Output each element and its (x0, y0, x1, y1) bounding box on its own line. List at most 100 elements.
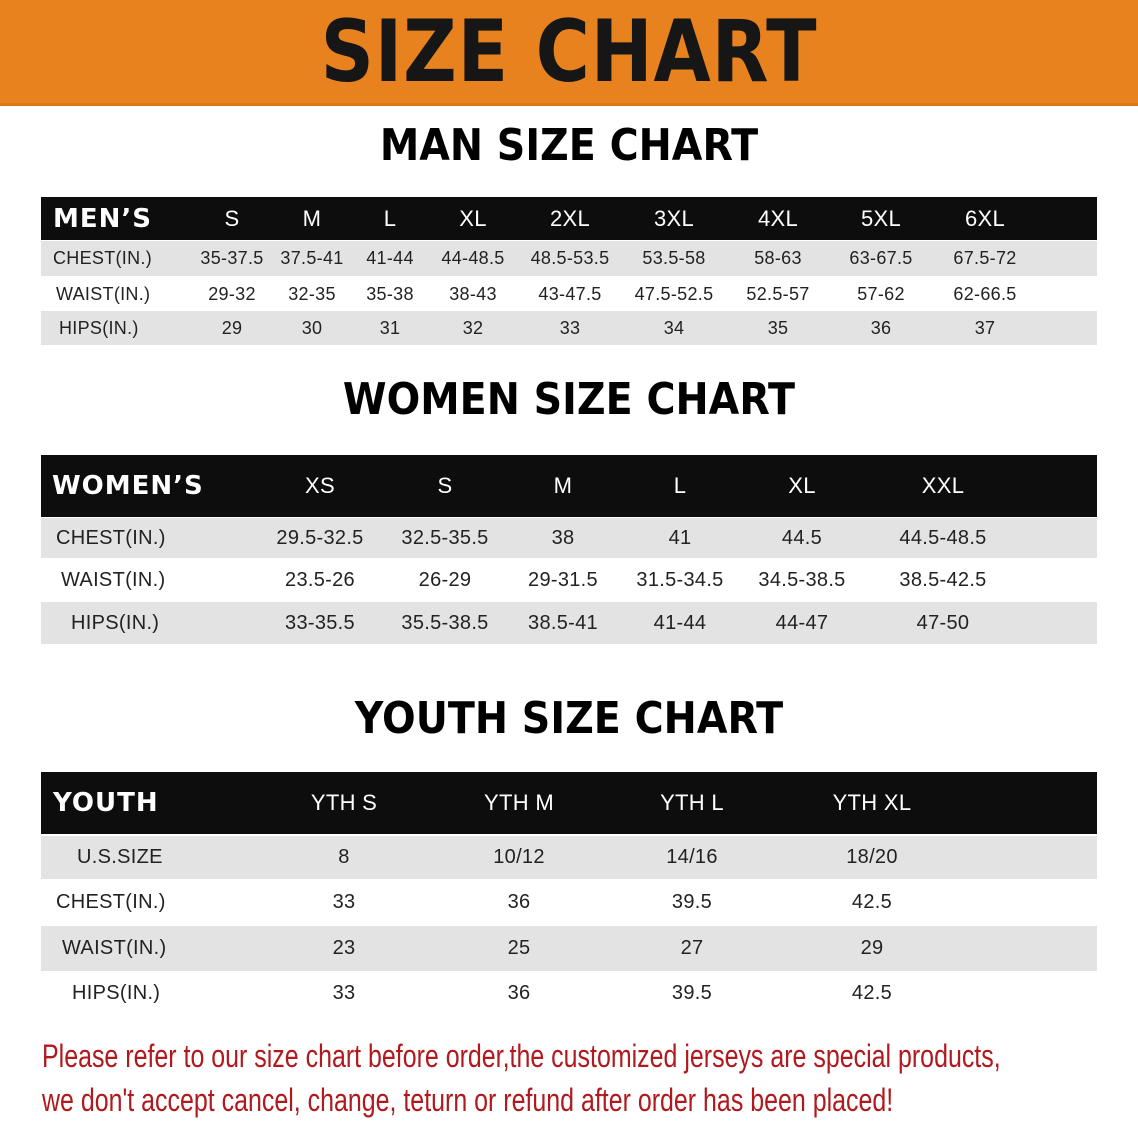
table-cell: 44-47 (775, 611, 829, 634)
size-header: 4XL (757, 205, 799, 231)
table-cell: 58-63 (754, 248, 802, 268)
table-row: CHEST(IN.) 33 36 39.5 42.5 (41, 880, 1097, 925)
table-cell: 42.5 (851, 891, 893, 913)
table-cell: 38-43 (449, 283, 497, 304)
youth-header-row: YOUTH YTH S YTH M YTH L YTH XL (41, 772, 1097, 834)
size-header: M (553, 473, 573, 498)
table-cell: 25 (507, 937, 531, 959)
size-header: L (673, 473, 687, 498)
row-label: U.S.SIZE (77, 846, 163, 868)
table-cell: 37.5-41 (280, 248, 344, 268)
table-cell: 34 (663, 317, 685, 338)
women-size-table: WOMEN’S XS S M L XL XXL CHEST(IN.) 29.5-32.5 32.5… (41, 455, 1097, 644)
size-header: M (302, 205, 322, 231)
table-cell: 34.5-38.5 (758, 568, 846, 591)
table-cell: 47-50 (916, 611, 970, 634)
youth-header-label: YOUTH (53, 788, 159, 818)
table-cell: 29-32 (208, 283, 256, 304)
title-banner: SIZE CHART (0, 0, 1138, 106)
table-row: WAIST(IN.) 23 25 27 29 (41, 926, 1097, 971)
table-cell: 32-35 (288, 283, 336, 304)
size-header: YTH M (484, 790, 554, 815)
table-cell: 67.5-72 (953, 248, 1017, 268)
table-cell: 39.5 (671, 891, 713, 913)
youth-size-table: YOUTH YTH S YTH M YTH L YTH XL U.S.SIZE 8 10/12… (41, 772, 1097, 1016)
table-row: WAIST(IN.) 29-32 32-35 35-38 38-43 43-47.5 47.… (41, 277, 1097, 311)
size-header: XL (459, 205, 487, 231)
table-cell: 36 (870, 317, 892, 338)
table-row: HIPS(IN.) 33-35.5 35.5-38.5 38.5-41 41-44 44-… (41, 602, 1097, 644)
table-cell: 29 (221, 317, 243, 338)
size-header: 6XL (964, 205, 1006, 231)
table-cell: 8 (338, 846, 350, 868)
table-cell: 43-47.5 (538, 283, 602, 304)
row-label: HIPS(IN.) (71, 611, 160, 634)
table-cell: 32 (462, 317, 484, 338)
row-label: CHEST(IN.) (56, 891, 166, 913)
size-header: YTH L (660, 790, 724, 815)
size-header: XL (788, 473, 816, 498)
table-cell: 41-44 (366, 248, 414, 268)
size-header: 2XL (549, 205, 591, 231)
size-header: YTH S (310, 790, 378, 815)
table-cell: 29 (860, 937, 884, 959)
table-cell: 33 (332, 891, 356, 913)
size-header: XS (305, 473, 335, 498)
table-cell: 44.5 (781, 526, 823, 549)
table-cell: 41 (668, 526, 692, 549)
table-cell: 57-62 (857, 283, 905, 304)
table-cell: 42.5 (851, 982, 893, 1004)
table-cell: 38 (551, 526, 575, 549)
men-size-table: MEN’S S M L XL 2XL 3XL 4XL 5XL 6XL CHEST(IN.) 35-37… (41, 197, 1097, 345)
row-label: HIPS(IN.) (72, 982, 161, 1004)
table-cell: 29.5-32.5 (276, 526, 364, 549)
policy-note-line-2: we don't accept cancel, change, teturn o… (42, 1082, 894, 1118)
table-row: HIPS(IN.) 29 30 31 32 33 34 35 36 37 (41, 311, 1097, 345)
table-cell: 53.5-58 (642, 248, 706, 268)
table-cell: 29-31.5 (528, 568, 598, 591)
table-cell: 41-44 (653, 611, 707, 634)
table-row: CHEST(IN.) 29.5-32.5 32.5-35.5 38 41 44.5 44.5… (41, 518, 1097, 558)
policy-note-line-1: Please refer to our size chart before or… (42, 1038, 1001, 1074)
table-cell: 44.5-48.5 (899, 526, 987, 549)
table-cell: 39.5 (671, 982, 713, 1004)
table-cell: 14/16 (666, 846, 718, 868)
table-cell: 30 (301, 317, 323, 338)
youth-section-title: YOUTH SIZE CHART (354, 693, 784, 744)
row-label: WAIST(IN.) (62, 937, 167, 959)
table-cell: 47.5-52.5 (634, 283, 714, 304)
men-header-row: MEN’S S M L XL 2XL 3XL 4XL 5XL 6XL (41, 197, 1097, 240)
table-cell: 63-67.5 (849, 248, 913, 268)
size-header: S (437, 473, 453, 498)
women-header-label: WOMEN’S (52, 471, 204, 501)
page-title: SIZE CHART (320, 2, 818, 102)
table-cell: 26-29 (418, 568, 472, 591)
men-section-title: MAN SIZE CHART (379, 120, 759, 171)
men-header-label: MEN’S (53, 203, 152, 234)
table-cell: 27 (680, 937, 704, 959)
table-cell: 35 (767, 317, 789, 338)
row-label: WAIST(IN.) (56, 283, 151, 304)
table-cell: 33-35.5 (285, 611, 355, 634)
women-header-row: WOMEN’S XS S M L XL XXL (41, 455, 1097, 517)
table-cell: 31 (379, 317, 401, 338)
table-row: CHEST(IN.) 35-37.5 37.5-41 41-44 44-48.5 48.5… (41, 241, 1097, 276)
table-cell: 36 (507, 891, 531, 913)
table-cell: 35.5-38.5 (401, 611, 489, 634)
table-cell: 62-66.5 (953, 283, 1017, 304)
table-cell: 36 (507, 982, 531, 1004)
table-cell: 10/12 (493, 846, 545, 868)
row-label: HIPS(IN.) (59, 317, 139, 338)
table-cell: 35-38 (366, 283, 414, 304)
size-header: L (383, 205, 397, 231)
table-cell: 33 (332, 982, 356, 1004)
table-cell: 18/20 (846, 846, 898, 868)
size-header: 3XL (653, 205, 695, 231)
table-cell: 33 (559, 317, 581, 338)
table-cell: 48.5-53.5 (530, 248, 610, 268)
table-cell: 23.5-26 (285, 568, 355, 591)
table-cell: 38.5-42.5 (899, 568, 987, 591)
table-cell: 23 (332, 937, 356, 959)
table-row: HIPS(IN.) 33 36 39.5 42.5 (41, 971, 1097, 1016)
size-header: YTH XL (832, 790, 912, 815)
